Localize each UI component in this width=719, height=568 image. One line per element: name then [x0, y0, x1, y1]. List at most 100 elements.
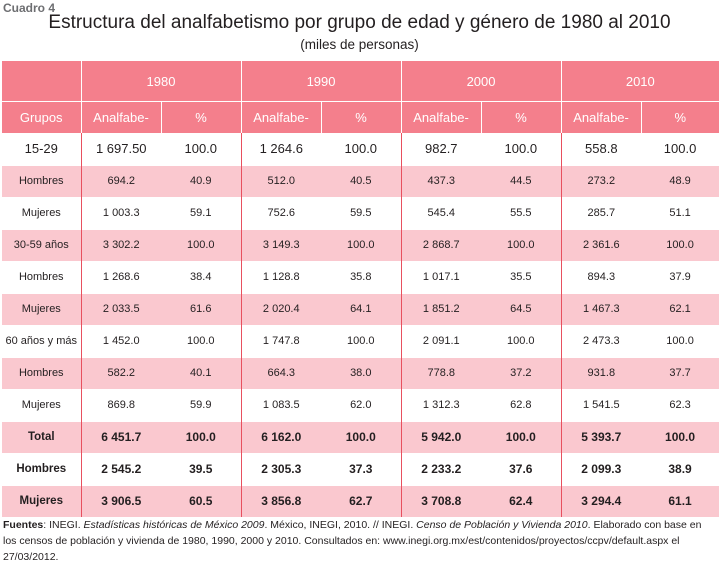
- value-cell: 100.0: [641, 228, 719, 261]
- value-cell: 2 091.1: [422, 334, 460, 347]
- value-cell: 273.2: [561, 164, 642, 197]
- value-cell: 100.0: [321, 420, 402, 453]
- value-cell: 545.4: [427, 206, 456, 219]
- value-cell: 100.0: [161, 228, 242, 261]
- table-row: Mujeres 869.8 59.9 1 083.5 62.0 1 312.3 62.8 1 …: [2, 389, 719, 421]
- value-cell: 51.1: [669, 206, 691, 219]
- value-cell: 100.0: [321, 228, 402, 261]
- value-cell: 2 099.3: [581, 461, 622, 476]
- value-cell: 100.0: [481, 228, 562, 261]
- year-header-cell: 1980: [81, 61, 242, 102]
- value-cell: 752.6: [267, 206, 296, 219]
- value-cell: 2 868.7: [401, 228, 482, 261]
- footer-bold-label: Fuentes: [3, 519, 44, 531]
- column-header-cell: %: [641, 101, 719, 133]
- value-cell: 5 393.7: [561, 420, 642, 453]
- year-header-cell: 2010: [561, 61, 719, 102]
- footer-text: . México, INEGI, 2010. // INEGI.: [264, 519, 417, 531]
- value-cell: 1 128.8: [262, 270, 300, 283]
- column-header-cell: Analfabe-: [241, 101, 322, 133]
- value-cell: 100.0: [161, 420, 242, 453]
- value-cell: 38.9: [668, 461, 692, 476]
- value-cell: 48.9: [641, 164, 719, 197]
- value-cell: 6 162.0: [241, 420, 322, 453]
- value-cell: 37.9: [669, 270, 691, 283]
- value-cell: 62.0: [321, 389, 402, 421]
- value-cell: 1 312.3: [422, 398, 460, 411]
- table-row: Hombres 2 545.2 39.5 2 305.3 37.3 2 233.2 37.6…: [2, 453, 719, 485]
- value-cell: 2 233.2: [421, 461, 462, 476]
- value-cell: 37.2: [481, 356, 562, 389]
- value-cell: 582.2: [81, 356, 161, 389]
- value-cell: 1 467.3: [561, 292, 642, 325]
- value-cell: 100.0: [161, 133, 242, 165]
- value-cell: 694.2: [81, 164, 161, 197]
- year-header-row: 1980 1990 2000 2010: [2, 61, 719, 102]
- year-header-cell: 1990: [241, 61, 402, 102]
- column-header-cell: %: [481, 101, 562, 133]
- table-row: Mujeres 1 003.3 59.1 752.6 59.5 545.4 55.5 285.…: [2, 197, 719, 229]
- page-title: Estructura del analfabetismo por grupo d…: [48, 12, 671, 33]
- value-cell: 285.7: [587, 206, 616, 219]
- value-cell: 869.8: [107, 398, 136, 411]
- value-cell: 437.3: [401, 164, 482, 197]
- table-row: Mujeres 3 906.5 60.5 3 856.8 62.7 3 708.8 62.4…: [2, 484, 719, 517]
- value-cell: 59.1: [161, 197, 242, 229]
- value-cell: 1 017.1: [422, 270, 460, 283]
- value-cell: 778.8: [401, 356, 482, 389]
- value-cell: 100.0: [641, 420, 719, 453]
- value-cell: 3 294.4: [561, 484, 642, 517]
- column-header-cell: %: [321, 101, 402, 133]
- table-row: Hombres 1 268.6 38.4 1 128.8 35.8 1 017.1 35.5…: [2, 261, 719, 293]
- row-label-cell: Hombres: [2, 356, 82, 389]
- value-cell: 60.5: [161, 484, 242, 517]
- value-cell: 2 020.4: [241, 292, 322, 325]
- data-table: 1980 1990 2000 2010 Grupos Analfabe- % A…: [2, 61, 719, 517]
- value-cell: 1 541.5: [582, 398, 620, 411]
- value-cell: 512.0: [241, 164, 322, 197]
- value-cell: 37.3: [321, 453, 402, 485]
- value-cell: 44.5: [481, 164, 562, 197]
- value-cell: 100.0: [481, 325, 562, 357]
- corner-cell: [2, 61, 82, 102]
- row-label-cell: Mujeres: [2, 389, 82, 421]
- column-header-cell: %: [161, 101, 242, 133]
- row-label-cell: 60 años y más: [2, 325, 82, 357]
- value-cell: 3 708.8: [401, 484, 482, 517]
- value-cell: 3 149.3: [241, 228, 322, 261]
- value-cell: 2 033.5: [81, 292, 161, 325]
- row-label-cell: 30-59 años: [2, 228, 82, 261]
- value-cell: 40.5: [321, 164, 402, 197]
- row-label-cell: Mujeres: [2, 292, 82, 325]
- table-row: Hombres 694.2 40.9 512.0 40.5 437.3 44.5 273.2 4…: [2, 164, 719, 197]
- value-cell: 100.0: [481, 133, 562, 165]
- value-cell: 664.3: [241, 356, 322, 389]
- value-cell: 5 942.0: [401, 420, 482, 453]
- footer-note: Fuentes: INEGI. Estadísticas históricas …: [3, 517, 717, 565]
- value-cell: 100.0: [481, 420, 562, 453]
- footer-text: . Elaborado con base en los censos de po…: [3, 519, 702, 563]
- value-cell: 64.1: [321, 292, 402, 325]
- value-cell: 2 545.2: [101, 461, 142, 476]
- value-cell: 59.9: [161, 389, 242, 421]
- value-cell: 100.0: [666, 334, 694, 347]
- value-cell: 35.5: [481, 261, 562, 293]
- value-cell: 1 452.0: [102, 334, 140, 347]
- value-cell: 2 361.6: [561, 228, 642, 261]
- row-label-cell: Hombres: [2, 261, 82, 293]
- value-cell: 100.0: [161, 325, 242, 357]
- value-cell: 55.5: [481, 197, 562, 229]
- value-cell: 40.9: [161, 164, 242, 197]
- value-cell: 61.6: [161, 292, 242, 325]
- value-cell: 2 305.3: [261, 461, 302, 476]
- row-label-cell: Total: [2, 420, 82, 453]
- value-cell: 62.7: [321, 484, 402, 517]
- column-header-cell: Analfabe-: [401, 101, 482, 133]
- value-cell: 3 302.2: [81, 228, 161, 261]
- table-label: Cuadro 4: [3, 1, 56, 15]
- value-cell: 982.7: [425, 141, 458, 157]
- value-cell: 62.3: [669, 398, 691, 411]
- value-cell: 1 851.2: [401, 292, 482, 325]
- value-cell: 100.0: [663, 141, 697, 157]
- row-label-cell: Hombres: [2, 453, 82, 485]
